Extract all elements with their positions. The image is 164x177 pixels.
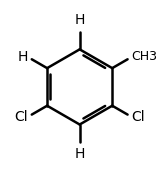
- Text: H: H: [17, 50, 28, 64]
- Text: CH3: CH3: [132, 50, 158, 63]
- Text: H: H: [74, 147, 85, 161]
- Text: H: H: [74, 13, 85, 27]
- Text: Cl: Cl: [132, 110, 145, 124]
- Text: Cl: Cl: [14, 110, 28, 124]
